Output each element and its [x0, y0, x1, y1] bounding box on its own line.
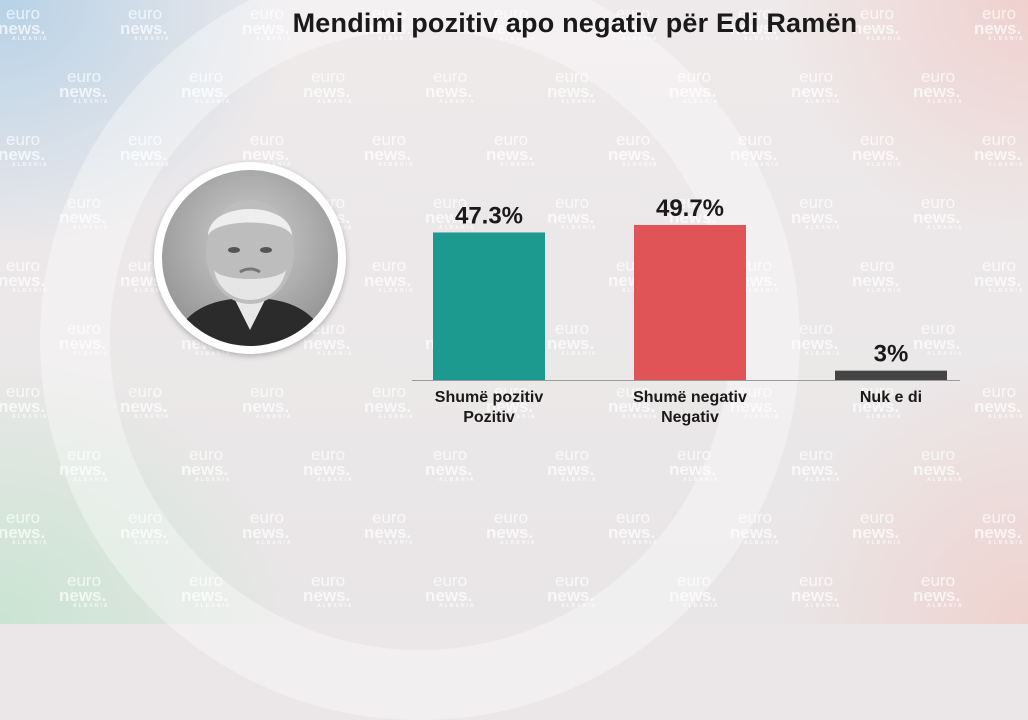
category-label: Nuk e di: [860, 389, 922, 406]
chart-title: Mendimi pozitiv apo negativ për Edi Ramë…: [292, 8, 858, 38]
data-label: 47.3%: [455, 202, 523, 229]
data-label: 49.7%: [656, 195, 724, 222]
bar: [433, 232, 545, 380]
data-label: 3%: [874, 341, 909, 368]
category-label: Pozitiv: [463, 409, 515, 426]
portrait-photo: [154, 162, 346, 354]
category-label: Shumë negativ: [633, 389, 747, 406]
bar: [835, 370, 947, 380]
bar-chart: 47.3% Shumë pozitiv Pozitiv 49.7% Shumë nega…: [412, 195, 960, 426]
category-label: Negativ: [661, 409, 719, 426]
bar: [634, 225, 746, 380]
portrait-photo-icon: [162, 170, 338, 346]
category-label: Shumë pozitiv: [435, 389, 544, 406]
